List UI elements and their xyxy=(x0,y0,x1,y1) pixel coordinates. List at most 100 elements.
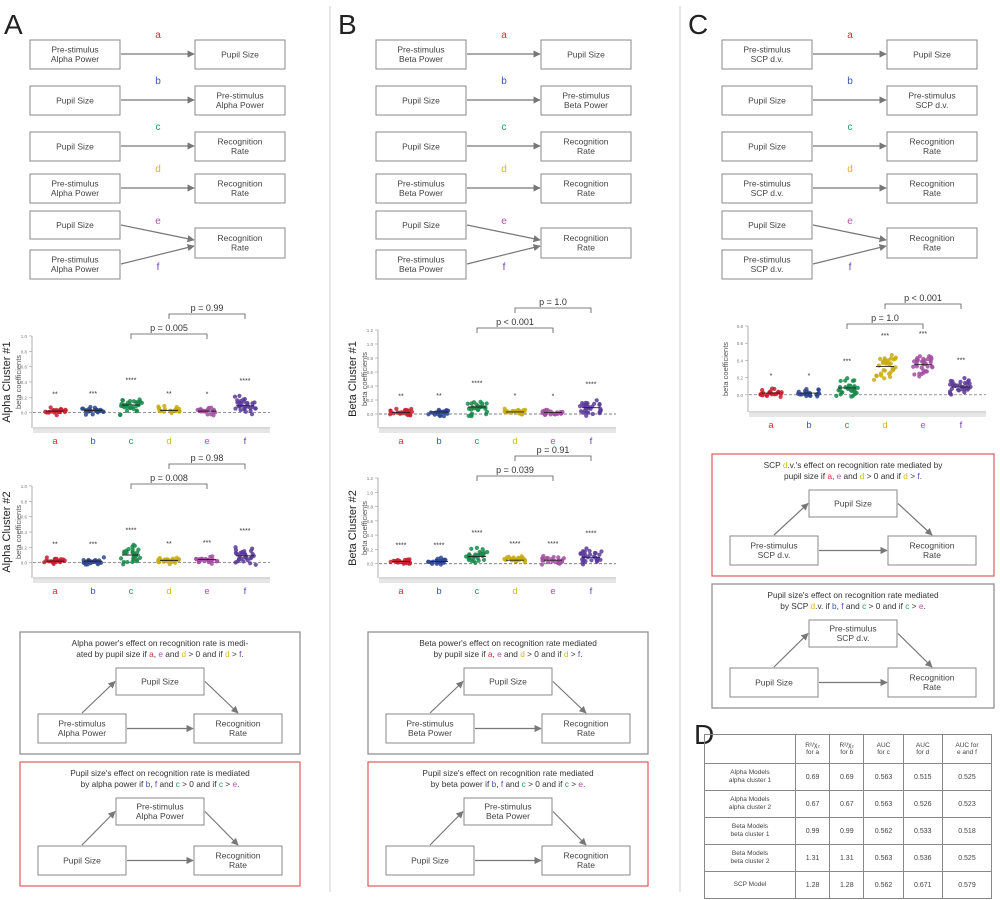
bracket-line xyxy=(476,475,554,481)
data-point xyxy=(209,405,214,410)
data-point xyxy=(437,413,443,419)
data-point xyxy=(843,385,848,390)
data-point xyxy=(804,393,809,399)
data-point xyxy=(958,379,963,384)
mediation-source-box xyxy=(37,845,127,876)
table-row: Beta Models beta cluster 1 0.99 0.99 0.56… xyxy=(704,817,993,845)
x-tick-label-b: b xyxy=(90,436,95,447)
y-tick-label: 0.8 xyxy=(21,499,28,504)
data-point xyxy=(594,398,599,403)
panel-letter-c: C xyxy=(688,9,708,40)
data-point xyxy=(476,558,481,563)
plot-y-sublabel: beta coefficients xyxy=(721,342,730,396)
data-point xyxy=(194,557,199,562)
mediation-caption-line: by alpha power if b, f and c > 0 and if … xyxy=(81,779,240,789)
y-tick-label: 0.8 xyxy=(367,356,374,361)
x-tick-label-f: f xyxy=(590,436,593,447)
data-point xyxy=(209,561,214,566)
significance-stars: **** xyxy=(240,528,251,535)
significance-stars: **** xyxy=(472,530,483,537)
data-point xyxy=(156,404,161,409)
model-target-box xyxy=(194,85,286,116)
data-point xyxy=(928,358,933,363)
mediation-source-box xyxy=(729,667,819,698)
data-point xyxy=(136,547,141,552)
data-point xyxy=(176,557,181,562)
data-point xyxy=(882,376,887,381)
data-point xyxy=(164,559,169,564)
table-cell: 0.562 xyxy=(863,871,904,899)
mediation-caption-line: by beta power if b, f and c > 0 and if c… xyxy=(431,779,586,789)
data-point xyxy=(396,560,401,565)
node-label: Pre-stimulus Alpha Power xyxy=(51,45,99,65)
bracket-line xyxy=(476,327,554,333)
node-label: Recognition Rate xyxy=(564,179,609,199)
data-point xyxy=(215,559,220,564)
data-point xyxy=(917,354,922,359)
comparison-c-e: p = 1.0 xyxy=(846,313,924,329)
plot-y-sublabel: beta coefficients xyxy=(14,505,23,559)
mediation-target-box xyxy=(887,535,977,566)
x-tick-label-d: d xyxy=(166,436,171,447)
data-point xyxy=(855,385,860,390)
x-tick-label-b: b xyxy=(90,586,95,597)
table-cell: 0.99 xyxy=(829,817,865,845)
x-tick-label-c: c xyxy=(845,420,850,431)
combined-target-box xyxy=(886,227,978,259)
model-source-box xyxy=(721,131,813,162)
data-point xyxy=(522,409,527,415)
data-point xyxy=(556,555,561,560)
data-point xyxy=(125,559,130,565)
model-target-box xyxy=(540,39,632,70)
table-header-cell: AUC for c xyxy=(863,734,904,764)
y-tick-label: 0.0 xyxy=(737,393,744,398)
panel-a: Pre-stimulus Alpha Power Pupil Size a Pupil … xyxy=(1,30,301,887)
scatter-plot: 0.0 0.2 0.4 0.6 0.8 1.0 1.2 Beta Cluster #1 beta… xyxy=(347,297,616,447)
data-point xyxy=(388,559,393,564)
data-point xyxy=(248,561,253,566)
significance-stars: ** xyxy=(52,392,58,399)
path-letter-a: a xyxy=(847,30,853,41)
mediation-arrow-2 xyxy=(204,811,239,846)
y-tick-label: 0.6 xyxy=(367,519,374,524)
node-label: Pupil Size xyxy=(63,855,101,865)
node-label: Pupil Size xyxy=(56,141,94,151)
data-point xyxy=(249,555,254,560)
mediation-arrow-2 xyxy=(897,633,933,668)
data-point xyxy=(137,400,142,405)
data-point xyxy=(238,407,243,413)
model-source-box xyxy=(375,173,467,204)
data-point xyxy=(401,559,407,565)
table-cell: 0.526 xyxy=(902,790,943,818)
comparison-d-f: p < 0.001 xyxy=(884,293,962,309)
data-point xyxy=(88,408,94,413)
node-label: Pupil Size xyxy=(402,220,440,230)
data-point xyxy=(580,557,585,562)
x-tick-label-e: e xyxy=(204,436,209,447)
x-tick-label-c: c xyxy=(129,436,134,447)
data-point xyxy=(919,359,925,364)
data-point xyxy=(101,409,106,414)
data-point xyxy=(505,555,510,560)
data-point xyxy=(768,389,773,394)
y-tick-label: 1.0 xyxy=(21,334,28,339)
node-label: Pre-stimulus SCP d.v. xyxy=(743,255,790,275)
significance-stars: **** xyxy=(240,378,251,385)
data-point xyxy=(542,412,548,417)
data-point xyxy=(131,557,136,563)
data-point xyxy=(252,400,257,405)
data-point xyxy=(124,408,130,413)
significance-stars: *** xyxy=(89,542,97,549)
data-point xyxy=(849,388,854,393)
table-cell: 0.525 xyxy=(941,763,993,791)
path-letter-f: f xyxy=(849,262,852,273)
y-tick-label: 0.2 xyxy=(737,376,744,381)
model-target-box xyxy=(540,173,632,204)
node-label: Pupil Size xyxy=(567,49,605,59)
table-cell: 0.563 xyxy=(863,763,904,791)
data-point xyxy=(435,560,440,565)
data-point xyxy=(552,412,558,417)
data-point xyxy=(522,560,527,565)
category-a-points: ** a xyxy=(388,394,415,447)
path-letter-b: b xyxy=(155,76,161,87)
